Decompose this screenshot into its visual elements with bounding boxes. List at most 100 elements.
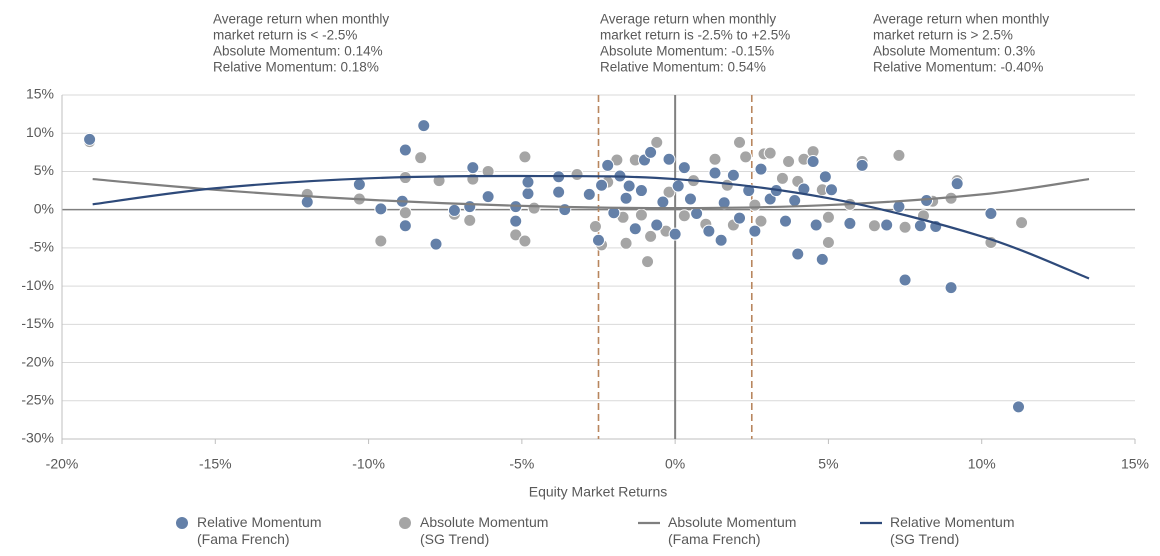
legend-swatch [638, 521, 660, 525]
x-tick-label: 15% [1121, 456, 1149, 472]
scatter-point [763, 146, 777, 160]
scatter-point [809, 218, 823, 232]
annotation: Relative Momentum: 0.18% [213, 60, 379, 75]
scatter-point [668, 227, 682, 241]
scatter-point [374, 234, 388, 248]
scatter-point [739, 150, 753, 164]
scatter-point [779, 214, 793, 228]
annotation: market return is > 2.5% [873, 28, 1013, 43]
scatter-point [748, 224, 762, 238]
scatter-point [677, 209, 691, 223]
scatter-point [791, 247, 805, 261]
y-tick-label: -20% [21, 353, 54, 369]
scatter-point [417, 119, 431, 133]
scatter-point [634, 208, 648, 222]
legend-marker [399, 517, 411, 529]
legend-item: Absolute Momentum (SG Trend) [398, 514, 550, 548]
x-axis-title: Equity Market Returns [529, 484, 668, 500]
annotation: Average return when monthly [600, 12, 776, 27]
scatter-point [619, 191, 633, 205]
scatter-point [690, 206, 704, 220]
scatter-point [880, 218, 894, 232]
scatter-point [733, 211, 747, 225]
scatter-point [634, 184, 648, 198]
scatter-point [398, 143, 412, 157]
scatter-point [641, 255, 655, 269]
annotation: Relative Momentum: 0.54% [600, 60, 766, 75]
annotation: market return is < -2.5% [213, 28, 357, 43]
y-tick-label: 0% [34, 200, 54, 216]
y-tick-label: -10% [21, 277, 54, 293]
scatter-point [619, 236, 633, 250]
scatter-point [595, 178, 609, 192]
scatter-point [944, 281, 958, 295]
scatter-point [748, 198, 762, 212]
scatter-point [552, 185, 566, 199]
scatter-point [518, 234, 532, 248]
scatter-point [714, 233, 728, 247]
y-tick-label: 10% [26, 124, 54, 140]
x-tick-label: 0% [665, 456, 685, 472]
trend-line [92, 174, 1090, 280]
scatter-point [782, 155, 796, 169]
legend-label: Absolute Momentum (Fama French) [668, 514, 797, 547]
scatter-point [775, 171, 789, 185]
scatter-point [855, 158, 869, 172]
scatter-point [463, 200, 477, 214]
x-tick-label: 5% [818, 456, 838, 472]
legend-item: Relative Momentum (SG Trend) [860, 514, 1020, 548]
scatter-point [509, 228, 523, 242]
scatter-point [352, 177, 366, 191]
scatter-point [601, 158, 615, 172]
scatter-point [843, 216, 857, 230]
scatter-point [570, 168, 584, 182]
scatter-point [429, 237, 443, 251]
y-tick-label: -30% [21, 430, 54, 446]
y-tick-label: -5% [29, 239, 54, 255]
scatter-point [671, 179, 685, 193]
scatter-point [788, 193, 802, 207]
legend: Relative Momentum (Fama French) Absolute … [0, 514, 1160, 556]
legend-item: Relative Momentum (Fama French) [175, 514, 327, 548]
legend-marker [176, 517, 188, 529]
y-tick-label: 5% [34, 162, 54, 178]
scatter-point [644, 229, 658, 243]
x-tick-label: -10% [352, 456, 385, 472]
trend-line [92, 177, 1090, 210]
scatter-point [1015, 216, 1029, 230]
legend-swatch [176, 517, 188, 529]
scatter-point [622, 179, 636, 193]
scatter-point [806, 155, 820, 169]
scatter-point [628, 222, 642, 236]
chart: Equity Market Returns 15% 10% 5% 0% -5% -10% -… [21, 12, 1149, 500]
scatter-point [481, 190, 495, 204]
scatter-point [466, 172, 480, 186]
x-tick-label: -20% [46, 456, 79, 472]
scatter-point [821, 236, 835, 250]
y-tick-label: 15% [26, 86, 54, 102]
scatter-point [815, 252, 829, 266]
scatter-point [374, 202, 388, 216]
scatter-point [466, 161, 480, 175]
scatter-point [754, 162, 768, 176]
legend-label: Relative Momentum (SG Trend) [890, 514, 1015, 547]
scatter-point [797, 182, 811, 196]
scatter-point [447, 203, 461, 217]
scatter-point [300, 195, 314, 209]
annotation: Absolute Momentum: 0.3% [873, 44, 1035, 59]
scatter-point [898, 220, 912, 234]
scatter-point [650, 135, 664, 149]
y-tick-label: -15% [21, 315, 54, 331]
scatter-point [708, 152, 722, 166]
scatter-point [821, 210, 835, 224]
annotation: Relative Momentum: -0.40% [873, 60, 1043, 75]
scatter-point [518, 150, 532, 164]
scatter-point [592, 233, 605, 247]
x-tick-label: -15% [199, 456, 232, 472]
scatter-point [656, 195, 670, 209]
scatter-point [867, 219, 881, 233]
scatter-point [398, 206, 412, 220]
scatter-point [481, 164, 495, 178]
scatter-point [83, 132, 97, 146]
